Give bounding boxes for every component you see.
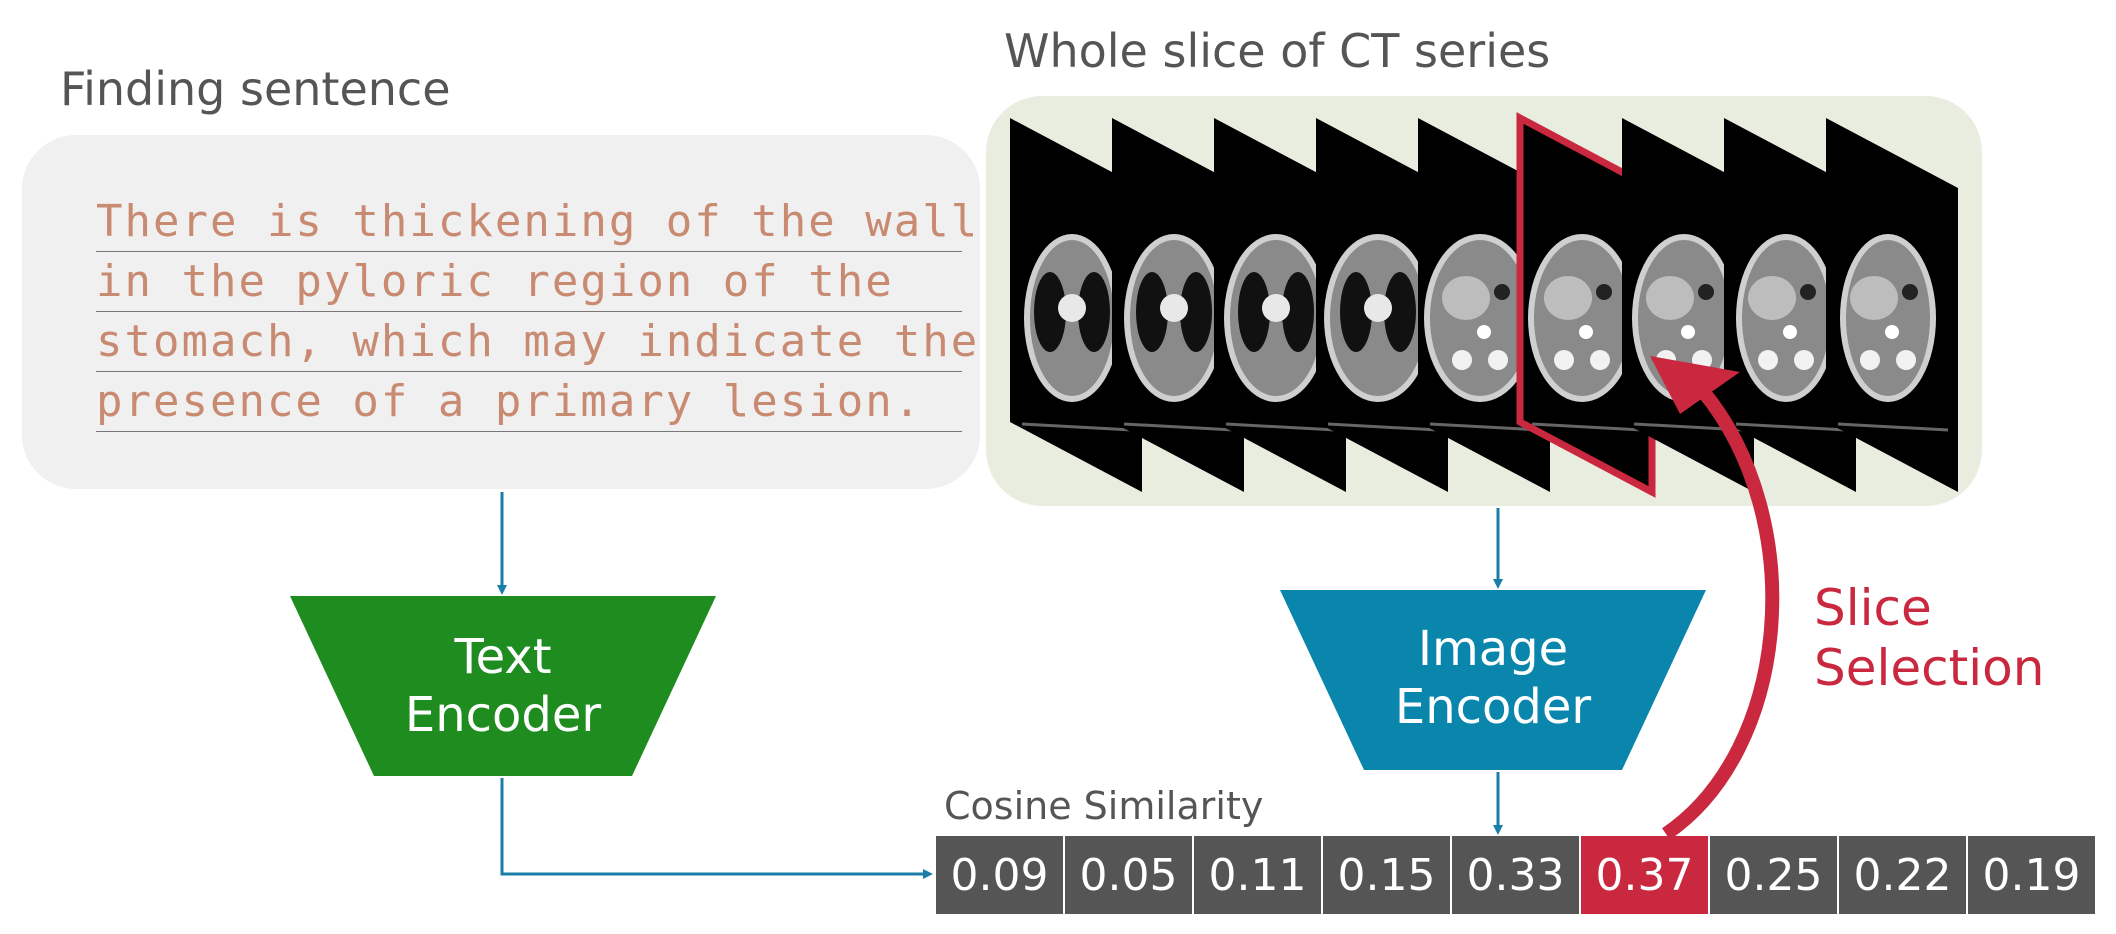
similarity-cell: 0.11 xyxy=(1194,836,1321,914)
ct-lung-right xyxy=(1384,272,1416,352)
ct-slice-selected-border xyxy=(1516,112,1656,498)
ct-bowel-gas xyxy=(1902,284,1918,300)
ct-kidney-left xyxy=(1554,350,1574,370)
ct-slice xyxy=(1826,118,1958,492)
slice-selection-line2: Selection xyxy=(1814,639,2045,697)
cosine-similarity-label: Cosine Similarity xyxy=(944,784,1264,828)
slice-selection-label: Slice Selection xyxy=(1814,578,2044,698)
ct-aorta xyxy=(1579,325,1593,339)
slice-selection-arrowhead xyxy=(1650,356,1740,414)
sentence-line-1: There is thickening of the wall xyxy=(96,193,977,252)
similarity-row: 0.09 0.05 0.11 0.15 0.33 0.37 0.25 0.22 … xyxy=(936,836,2097,914)
text-encoder-shape xyxy=(290,596,716,776)
ct-table xyxy=(1225,422,1337,432)
ct-organ xyxy=(1748,276,1796,320)
ct-heart xyxy=(1160,294,1188,322)
ct-slice xyxy=(1724,118,1856,492)
ct-lung-right xyxy=(1180,272,1212,352)
slice-selection-arrow xyxy=(1662,385,1780,840)
ct-table xyxy=(1429,422,1541,432)
slice-selection-line1: Slice xyxy=(1814,579,1932,637)
text-encoder-line1: Text xyxy=(454,629,552,685)
ct-slice xyxy=(1516,112,1656,498)
similarity-cell: 0.19 xyxy=(1968,836,2095,914)
ct-organ xyxy=(1442,276,1490,320)
similarity-cell-selected: 0.37 xyxy=(1581,836,1708,914)
image-encoder-line2: Encoder xyxy=(1394,679,1592,735)
ct-aorta xyxy=(1477,325,1491,339)
image-encoder-shape xyxy=(1280,590,1706,770)
ct-body xyxy=(1534,240,1630,396)
ct-lung-left xyxy=(1238,272,1270,352)
ct-bowel-gas xyxy=(1800,284,1816,300)
ct-lung-left xyxy=(1034,272,1066,352)
text-encoder-line2: Encoder xyxy=(404,687,602,743)
ct-lung-left xyxy=(1136,272,1168,352)
ct-kidney-left xyxy=(1452,350,1472,370)
ct-heart xyxy=(1058,294,1086,322)
ct-kidney-right xyxy=(1794,350,1814,370)
ct-kidney-right xyxy=(1896,350,1916,370)
ct-series-title: Whole slice of CT series xyxy=(1004,24,1551,78)
similarity-cell: 0.25 xyxy=(1710,836,1837,914)
ct-heart xyxy=(1262,294,1290,322)
ct-bowel-gas xyxy=(1494,284,1510,300)
ct-aorta xyxy=(1681,325,1695,339)
ct-aorta xyxy=(1885,325,1899,339)
sentence-line-4: presence of a primary lesion. xyxy=(96,373,962,432)
ct-slices xyxy=(1010,112,1958,498)
ct-slice xyxy=(1316,118,1448,492)
ct-body xyxy=(1430,240,1530,396)
ct-lung-right xyxy=(1282,272,1314,352)
ct-kidney-right xyxy=(1590,350,1610,370)
sentence-line-2: in the pyloric region of the xyxy=(96,253,962,312)
ct-kidney-left xyxy=(1758,350,1778,370)
image-encoder-label: Image Encoder xyxy=(1364,620,1622,736)
ct-table xyxy=(1327,422,1439,432)
ct-organ xyxy=(1646,276,1694,320)
ct-slice xyxy=(1214,118,1346,492)
image-encoder-line1: Image xyxy=(1417,621,1569,677)
ct-table xyxy=(1021,422,1133,432)
ct-bowel-gas xyxy=(1698,284,1714,300)
ct-lung-left xyxy=(1340,272,1372,352)
ct-lung-right xyxy=(1078,272,1110,352)
ct-table xyxy=(1837,422,1949,432)
ct-organ xyxy=(1544,276,1592,320)
ct-organ xyxy=(1850,276,1898,320)
ct-kidney-left xyxy=(1860,350,1880,370)
finding-sentence-box: There is thickening of the wall in the p… xyxy=(22,135,980,489)
text-encoder-label: Text Encoder xyxy=(374,628,632,744)
ct-table xyxy=(1735,422,1847,432)
similarity-cell: 0.09 xyxy=(936,836,1063,914)
ct-slice xyxy=(1112,118,1244,492)
similarity-cell: 0.05 xyxy=(1065,836,1192,914)
ct-heart xyxy=(1364,294,1392,322)
ct-slice xyxy=(1010,118,1142,492)
similarity-cell: 0.22 xyxy=(1839,836,1966,914)
ct-body xyxy=(1846,240,1930,396)
ct-kidney-right xyxy=(1488,350,1508,370)
finding-sentence-title: Finding sentence xyxy=(60,62,451,116)
ct-aorta xyxy=(1783,325,1797,339)
ct-body xyxy=(1742,240,1830,396)
arrow-textenc-to-similarity xyxy=(500,778,933,879)
ct-bowel-gas xyxy=(1596,284,1612,300)
similarity-cell: 0.33 xyxy=(1452,836,1579,914)
ct-table xyxy=(1123,422,1235,432)
similarity-cell: 0.15 xyxy=(1323,836,1450,914)
ct-table xyxy=(1531,422,1643,432)
